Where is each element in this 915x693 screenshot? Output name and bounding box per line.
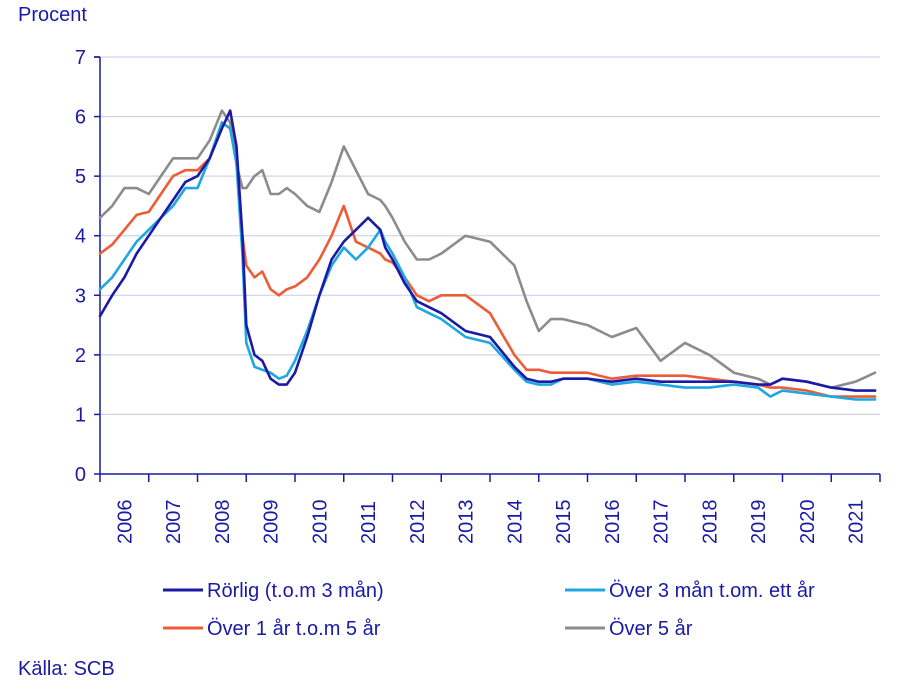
legend-label: Över 1 år t.o.m 5 år [207, 618, 381, 640]
x-tick-label: 2017 [651, 500, 673, 545]
y-tick-label: 2 [75, 345, 86, 367]
x-tick-label: 2008 [212, 500, 234, 545]
y-tick-label: 6 [75, 107, 86, 129]
y-tick-label: 3 [75, 285, 86, 307]
legend-label: Rörlig (t.o.m 3 mån) [207, 580, 384, 602]
x-tick-label: 2010 [309, 500, 331, 545]
series-line-1 [98, 121, 877, 401]
series-line-2 [98, 121, 877, 398]
x-tick-label: 2013 [456, 500, 478, 545]
y-axis-label: Procent [18, 4, 87, 26]
series-line-0 [98, 109, 877, 392]
x-tick-label: 2012 [407, 500, 429, 545]
x-tick-label: 2021 [846, 500, 868, 545]
legend: Rörlig (t.o.m 3 mån) Över 3 mån t.om. ett… [163, 580, 815, 640]
y-tick-label: 4 [75, 226, 86, 248]
legend-label: Över 3 mån t.om. ett år [609, 580, 815, 602]
x-tick-label: 2006 [114, 500, 136, 545]
gridlines [100, 56, 880, 415]
legend-label: Över 5 år [609, 618, 693, 640]
x-tick-label: 2019 [748, 500, 770, 545]
x-tick-label: 2018 [699, 500, 721, 545]
x-tick-label: 2015 [553, 500, 575, 545]
series-line-3 [98, 109, 877, 389]
x-tick-label: 2016 [602, 500, 624, 545]
x-tick-label: 2007 [163, 500, 185, 545]
series-lines [98, 109, 877, 401]
y-tick-label: 0 [75, 464, 86, 486]
source-note: Källa: SCB [18, 658, 115, 680]
x-tick-label: 2020 [797, 500, 819, 545]
x-tick-label: 2009 [261, 500, 283, 545]
axes: 0 1 2 3 4 5 6 7 2006 2007 2008 2009 2010 2011 2012 2013… [75, 47, 881, 545]
x-tick-label: 2011 [358, 501, 380, 544]
y-tick-label: 7 [75, 47, 86, 69]
x-tick-label: 2014 [504, 500, 526, 545]
y-tick-label: 1 [75, 404, 86, 426]
y-tick-label: 5 [75, 166, 86, 188]
